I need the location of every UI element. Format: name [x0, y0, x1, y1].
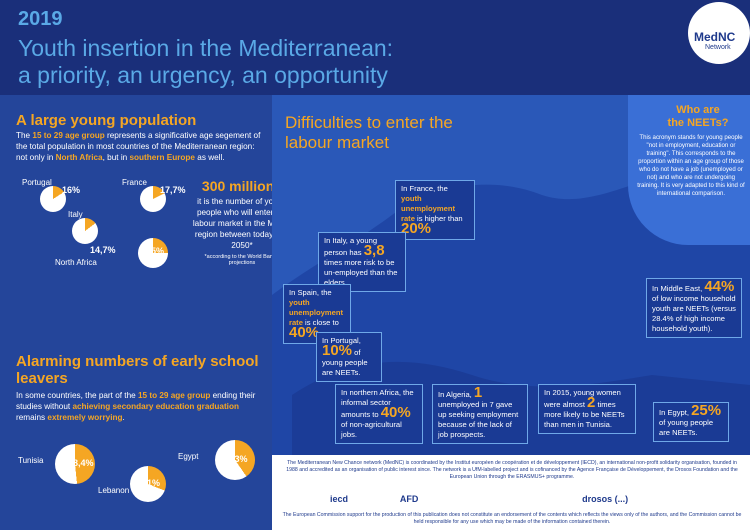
- neets-heading: Who are the NEETs?: [667, 104, 729, 129]
- portugal-box: In Portugal, 10% of young people are NEE…: [316, 332, 382, 382]
- country-label-portugal: Portugal: [22, 178, 52, 187]
- pct-france: 17,7%: [160, 185, 186, 195]
- country-label-italy: Italy: [68, 210, 83, 219]
- pct-north-africa: 25%: [146, 246, 165, 256]
- pct-tunisia: 48,4%: [68, 458, 94, 468]
- pie-france: [140, 186, 166, 212]
- iecd-logo: iecd: [330, 494, 349, 504]
- ufm-logo: Union for the Mediterranean: [470, 493, 503, 505]
- logo-sub: Network: [705, 44, 731, 51]
- millions-block: 300 millions it is the number of young p…: [192, 178, 292, 266]
- drosos-logo: drosos (...): [582, 494, 629, 504]
- millions-text: it is the number of young people who wil…: [192, 197, 292, 250]
- millions-footnote: *according to the World Bank's projectio…: [204, 254, 280, 266]
- page-title: Youth insertion in the Mediterranean: a …: [18, 35, 678, 89]
- young-population-heading: A large young population: [16, 112, 197, 129]
- labour-heading: Difficulties to enter the labour market: [285, 113, 453, 152]
- partner-logos: iecd AFD Union for the Mediterranean dro…: [330, 490, 750, 508]
- italy-box: In Italy, a young person has 3,8 times m…: [318, 232, 406, 292]
- pie-lebanon: [130, 466, 166, 502]
- young-population-text: The 15 to 29 age group represents a sign…: [16, 131, 261, 162]
- country-label-egypt: Egypt: [178, 452, 199, 461]
- mednc-logo: [688, 2, 750, 64]
- pct-italy: 14,7%: [90, 245, 116, 255]
- country-label-lebanon: Lebanon: [98, 486, 130, 495]
- middle-east-box: In Middle East, 44% of low income househ…: [646, 278, 742, 338]
- school-heading: Alarming numbers of early school leavers: [16, 353, 259, 387]
- pct-lebanon: 31%: [142, 478, 161, 488]
- footer-text-2: The European Commission support for the …: [282, 512, 742, 525]
- egypt-box: In Egypt, 25% of young people are NEETs.: [653, 402, 729, 442]
- year: 2019: [18, 8, 63, 30]
- pie-egypt: [215, 440, 255, 480]
- country-label-france: France: [122, 178, 147, 187]
- erasmus-logo: Co-funded by the Erasmus+ Programme of t…: [679, 490, 744, 508]
- footer-text-1: The Mediterranean New Chance network (Me…: [286, 460, 738, 480]
- france-box: In France, the youth unemployment rate i…: [395, 180, 475, 240]
- pct-egypt: 40,3%: [222, 454, 248, 464]
- pie-tunisia: [55, 444, 95, 484]
- pie-italy: [72, 218, 98, 244]
- title-line-1: Youth insertion in the Mediterranean:: [18, 35, 394, 61]
- school-text: In some countries, the part of the 15 to…: [16, 391, 256, 422]
- neets-panel: [628, 95, 750, 245]
- north-africa-box: In northern Africa, the informal sector …: [335, 384, 423, 444]
- neets-text: This acronym stands for young people "no…: [637, 134, 745, 197]
- pie-portugal: [40, 186, 66, 212]
- pie-north-africa: [138, 238, 168, 268]
- title-line-2: a priority, an urgency, an opportunity: [18, 62, 388, 88]
- logo-text: MedNC: [694, 30, 736, 44]
- tunisia-box: In 2015, young women were almost 2 times…: [538, 384, 636, 434]
- algeria-box: In Algeria, 1 unemployed in 7 gave up se…: [432, 384, 528, 444]
- afd-logo: AFD: [399, 494, 419, 504]
- header: [0, 0, 750, 95]
- country-label-tunisia: Tunisia: [18, 456, 44, 465]
- millions-value: 300 millions: [201, 178, 283, 194]
- footer: [272, 455, 750, 530]
- country-label-north-africa: North Africa: [55, 258, 97, 267]
- pct-portugal: 16%: [62, 185, 81, 195]
